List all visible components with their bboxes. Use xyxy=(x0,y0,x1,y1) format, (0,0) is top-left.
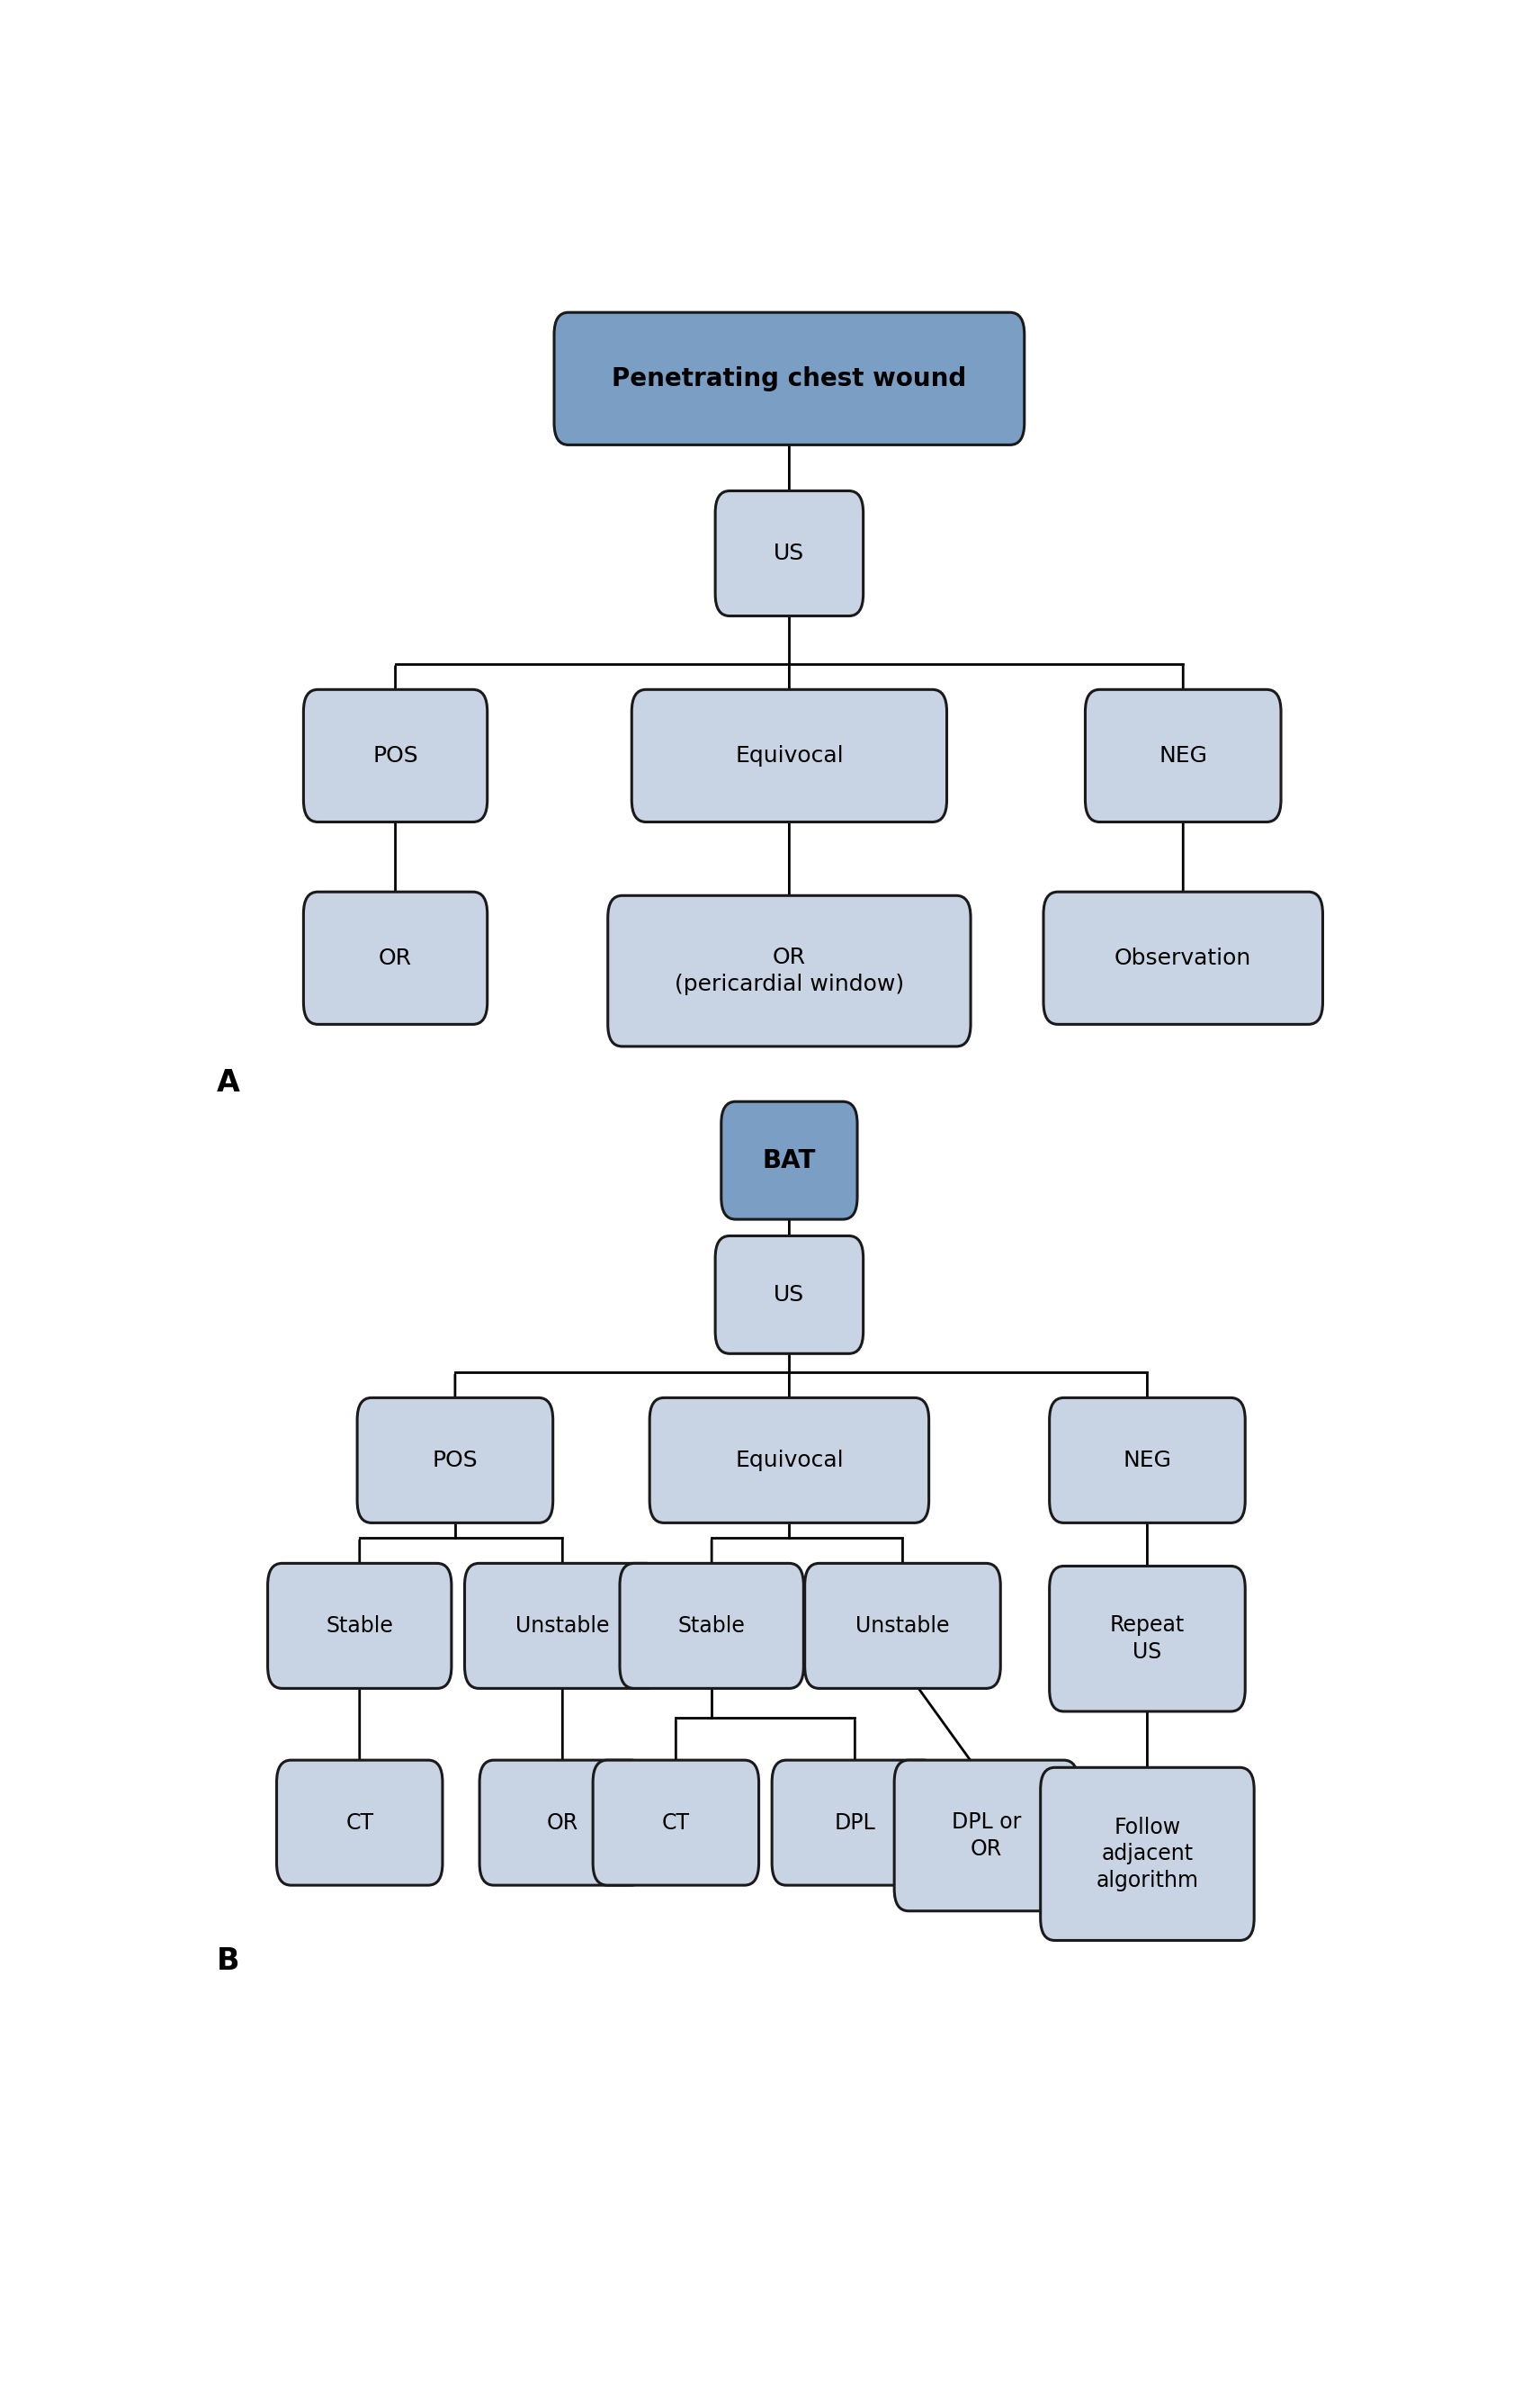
FancyBboxPatch shape xyxy=(479,1761,645,1885)
FancyBboxPatch shape xyxy=(619,1562,804,1689)
FancyBboxPatch shape xyxy=(715,1235,864,1355)
FancyBboxPatch shape xyxy=(721,1101,858,1218)
Text: Unstable: Unstable xyxy=(856,1615,950,1636)
FancyBboxPatch shape xyxy=(303,891,487,1025)
Text: NEG: NEG xyxy=(1160,745,1207,767)
Text: OR: OR xyxy=(379,948,413,970)
FancyBboxPatch shape xyxy=(631,690,947,822)
Text: DPL: DPL xyxy=(835,1811,875,1832)
Text: US: US xyxy=(775,1283,804,1304)
FancyBboxPatch shape xyxy=(593,1761,759,1885)
Text: DPL or
OR: DPL or OR xyxy=(952,1811,1021,1859)
FancyBboxPatch shape xyxy=(554,313,1024,444)
Text: NEG: NEG xyxy=(1123,1450,1172,1472)
Text: US: US xyxy=(775,542,804,564)
FancyBboxPatch shape xyxy=(608,896,970,1046)
FancyBboxPatch shape xyxy=(268,1562,451,1689)
Text: Equivocal: Equivocal xyxy=(735,1450,844,1472)
FancyBboxPatch shape xyxy=(772,1761,938,1885)
FancyBboxPatch shape xyxy=(1044,891,1323,1025)
Text: Penetrating chest wound: Penetrating chest wound xyxy=(611,366,967,392)
Text: Repeat
US: Repeat US xyxy=(1110,1615,1184,1663)
Text: Equivocal: Equivocal xyxy=(735,745,844,767)
FancyBboxPatch shape xyxy=(805,1562,1001,1689)
FancyBboxPatch shape xyxy=(895,1761,1078,1911)
Text: B: B xyxy=(216,1947,239,1976)
Text: Unstable: Unstable xyxy=(516,1615,610,1636)
Text: CT: CT xyxy=(662,1811,690,1832)
Text: BAT: BAT xyxy=(762,1147,816,1173)
FancyBboxPatch shape xyxy=(1041,1768,1254,1940)
Text: Observation: Observation xyxy=(1115,948,1252,970)
FancyBboxPatch shape xyxy=(303,690,487,822)
Text: CT: CT xyxy=(345,1811,374,1832)
FancyBboxPatch shape xyxy=(1086,690,1281,822)
Text: POS: POS xyxy=(433,1450,477,1472)
Text: Stable: Stable xyxy=(678,1615,745,1636)
FancyBboxPatch shape xyxy=(1049,1567,1246,1711)
Text: POS: POS xyxy=(373,745,419,767)
FancyBboxPatch shape xyxy=(650,1398,929,1522)
Text: OR: OR xyxy=(547,1811,579,1832)
Text: Stable: Stable xyxy=(326,1615,393,1636)
Text: OR
(pericardial window): OR (pericardial window) xyxy=(675,946,904,996)
FancyBboxPatch shape xyxy=(277,1761,442,1885)
Text: A: A xyxy=(216,1068,240,1099)
FancyBboxPatch shape xyxy=(1049,1398,1246,1522)
FancyBboxPatch shape xyxy=(715,490,864,616)
Text: Follow
adjacent
algorithm: Follow adjacent algorithm xyxy=(1096,1816,1198,1892)
FancyBboxPatch shape xyxy=(357,1398,553,1522)
FancyBboxPatch shape xyxy=(465,1562,661,1689)
